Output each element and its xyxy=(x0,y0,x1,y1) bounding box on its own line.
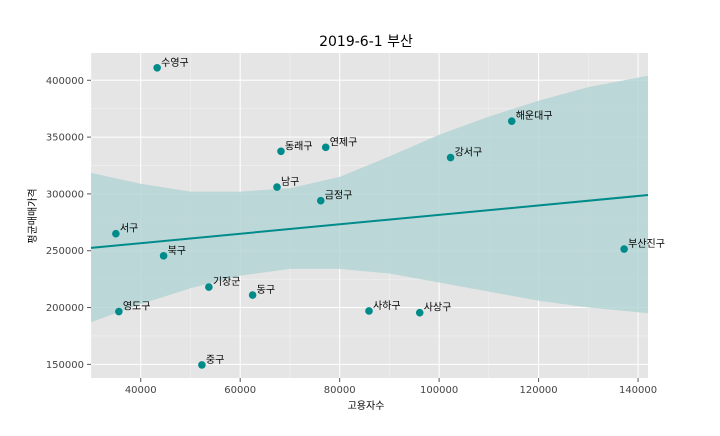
y-tick-label: 350000 xyxy=(46,133,84,144)
point-label: 사하구 xyxy=(373,299,401,312)
x-tick-label: 140000 xyxy=(619,385,657,396)
y-tick-label: 300000 xyxy=(46,189,84,200)
point-label: 서구 xyxy=(120,223,138,235)
point-label: 금정구 xyxy=(325,190,353,202)
point-label: 수영구 xyxy=(161,57,189,69)
y-tick-label: 400000 xyxy=(46,76,84,87)
point-label: 부산진구 xyxy=(628,238,665,250)
data-point xyxy=(507,117,516,125)
data-point xyxy=(273,183,281,191)
data-point xyxy=(205,283,213,291)
axis-ticks: 40000 60000 80000 100000 120000 140000 150000 2… xyxy=(46,76,657,396)
point-label: 중구 xyxy=(206,354,224,366)
data-point xyxy=(321,143,330,152)
chart-title: 2019-6-1 부산 xyxy=(319,34,413,50)
data-point xyxy=(446,153,455,162)
data-point xyxy=(112,229,120,238)
y-tick-label: 250000 xyxy=(46,246,84,257)
point-label: 북구 xyxy=(168,245,186,257)
data-point xyxy=(277,147,285,156)
point-label: 동래구 xyxy=(285,140,313,152)
x-tick-label: 80000 xyxy=(324,385,356,396)
data-point xyxy=(620,245,628,253)
data-point xyxy=(159,252,168,260)
data-point xyxy=(248,291,257,299)
data-point xyxy=(153,63,161,72)
x-tick-label: 120000 xyxy=(519,385,557,396)
point-label: 연제구 xyxy=(330,136,358,148)
data-point xyxy=(365,307,373,315)
point-label: 사상구 xyxy=(424,302,452,314)
point-label: 동구 xyxy=(257,284,275,296)
y-tick-label: 150000 xyxy=(46,360,84,371)
point-label: 기장군 xyxy=(213,276,241,288)
x-axis-label: 고용자수 xyxy=(348,400,385,412)
point-label: 강서구 xyxy=(455,147,483,159)
data-point xyxy=(198,361,206,369)
y-axis-label: 평균매매가격 xyxy=(26,188,39,243)
point-label: 해운대구 xyxy=(516,109,553,122)
point-label: 남구 xyxy=(281,176,299,188)
regression-line xyxy=(90,194,649,249)
data-point xyxy=(316,196,325,205)
data-point xyxy=(115,307,123,316)
x-tick-label: 60000 xyxy=(224,385,256,396)
y-tick-label: 200000 xyxy=(46,303,84,314)
x-tick-label: 40000 xyxy=(125,385,157,396)
data-point xyxy=(415,308,424,317)
confidence-band xyxy=(91,75,648,323)
x-tick-label: 100000 xyxy=(420,385,458,396)
point-label: 영도구 xyxy=(123,301,151,313)
